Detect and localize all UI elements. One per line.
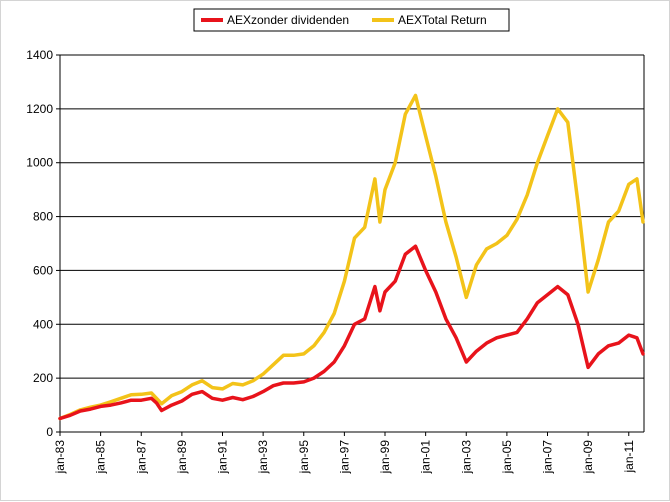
x-tick-label: jan-09 [581,440,595,475]
x-tick-label: jan-83 [53,440,67,475]
legend-label-aex: AEXzonder dividenden [227,13,349,27]
x-tick-label: jan-05 [500,440,514,475]
x-tick-label: jan-85 [94,440,108,475]
legend: AEXzonder dividenden AEXTotal Return [194,9,509,31]
x-tick-label: jan-97 [337,440,351,475]
series-line-aex-total-return [60,95,643,418]
x-tick-label: jan-11 [622,440,636,474]
x-tick-label: jan-93 [256,440,270,475]
y-tick-label: 400 [33,317,53,331]
x-tick-label: jan-91 [216,440,230,475]
series-lines [60,95,643,418]
x-tick-label: jan-95 [297,440,311,475]
y-tick-label: 0 [46,425,53,439]
x-tick-label: jan-03 [459,440,473,475]
y-tick-label: 1400 [26,48,53,62]
y-tick-label: 1200 [26,102,53,116]
y-tick-label: 600 [33,263,53,277]
x-tick-label: jan-07 [541,440,555,475]
legend-label-total-return: AEXTotal Return [398,13,487,27]
x-tick-label: jan-01 [419,440,433,475]
y-axis: 0 200 400 600 800 1000 1200 1400 [26,48,60,439]
y-tick-label: 1000 [26,156,53,170]
y-tick-label: 200 [33,371,53,385]
x-tick-label: jan-87 [134,440,148,475]
y-tick-label: 800 [33,210,53,224]
x-tick-label: jan-89 [175,440,189,475]
x-tick-label: jan-99 [378,440,392,475]
